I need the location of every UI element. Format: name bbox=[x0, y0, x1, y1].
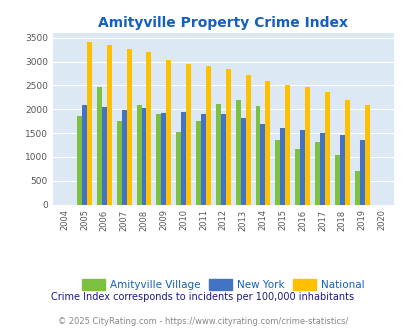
Text: Crime Index corresponds to incidents per 100,000 inhabitants: Crime Index corresponds to incidents per… bbox=[51, 292, 354, 302]
Bar bbox=[240, 118, 245, 205]
Bar bbox=[265, 81, 270, 205]
Bar bbox=[279, 128, 285, 205]
Title: Amityville Property Crime Index: Amityville Property Crime Index bbox=[98, 16, 347, 30]
Bar bbox=[220, 114, 225, 205]
Bar bbox=[299, 130, 304, 205]
Bar bbox=[146, 51, 151, 205]
Bar bbox=[200, 114, 205, 205]
Bar bbox=[344, 100, 349, 205]
Legend: Amityville Village, New York, National: Amityville Village, New York, National bbox=[77, 275, 368, 294]
Bar bbox=[97, 87, 102, 205]
Bar bbox=[285, 85, 290, 205]
Bar bbox=[294, 149, 299, 205]
Bar bbox=[156, 114, 161, 205]
Bar bbox=[161, 113, 166, 205]
Bar bbox=[225, 69, 230, 205]
Bar bbox=[102, 107, 107, 205]
Bar bbox=[77, 116, 82, 205]
Bar bbox=[319, 133, 324, 205]
Bar bbox=[359, 140, 364, 205]
Bar bbox=[324, 92, 329, 205]
Bar bbox=[87, 42, 92, 205]
Bar bbox=[185, 64, 191, 205]
Bar bbox=[354, 171, 359, 205]
Bar bbox=[176, 132, 181, 205]
Bar bbox=[126, 49, 131, 205]
Bar bbox=[304, 87, 309, 205]
Bar bbox=[275, 140, 279, 205]
Bar bbox=[141, 108, 146, 205]
Bar bbox=[205, 66, 210, 205]
Bar bbox=[107, 46, 111, 205]
Bar bbox=[255, 106, 260, 205]
Bar bbox=[364, 105, 369, 205]
Bar bbox=[245, 75, 250, 205]
Bar bbox=[196, 121, 200, 205]
Bar bbox=[82, 105, 87, 205]
Bar bbox=[122, 110, 126, 205]
Bar bbox=[260, 123, 265, 205]
Bar bbox=[166, 60, 171, 205]
Bar bbox=[215, 104, 220, 205]
Bar bbox=[136, 106, 141, 205]
Bar bbox=[181, 112, 185, 205]
Bar bbox=[334, 155, 339, 205]
Bar bbox=[339, 136, 344, 205]
Bar bbox=[235, 100, 240, 205]
Text: © 2025 CityRating.com - https://www.cityrating.com/crime-statistics/: © 2025 CityRating.com - https://www.city… bbox=[58, 317, 347, 326]
Bar bbox=[117, 121, 121, 205]
Bar bbox=[314, 142, 319, 205]
